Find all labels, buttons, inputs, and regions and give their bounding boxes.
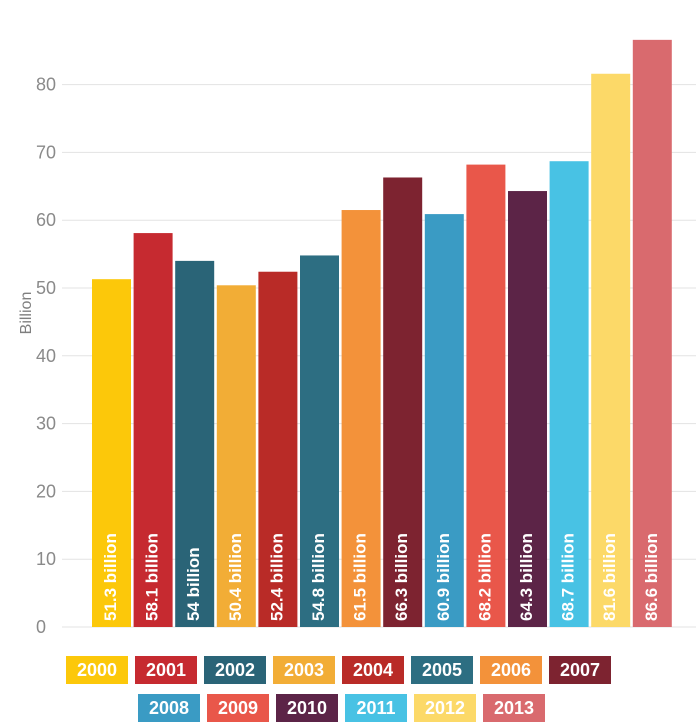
bar-data-label: 68.2 billion: [475, 533, 494, 621]
bar-data-label: 64.3 billion: [517, 533, 536, 621]
bar-2000: [92, 279, 131, 627]
bar-data-label: 61.5 billion: [351, 533, 370, 621]
y-axis-label: Billion: [18, 292, 35, 335]
bar-2007: [383, 177, 423, 627]
y-tick-label: 60: [36, 210, 56, 230]
y-tick-labels: 0 10 20 30 40 50 60 70 80: [36, 75, 56, 637]
bar-data-label: 52.4 billion: [267, 533, 286, 621]
legend-item-2008: 2008: [138, 694, 200, 722]
legend-item-2002: 2002: [204, 656, 266, 684]
legend-label: 2010: [287, 698, 327, 718]
y-tick-label: 30: [36, 414, 56, 434]
bar-2010: [508, 191, 547, 627]
bar-2012: [591, 73, 631, 627]
legend-swatch: [549, 656, 611, 684]
legend-label: 2004: [353, 660, 393, 680]
legend-label: 2007: [560, 660, 600, 680]
bar-2005: [300, 255, 339, 627]
legend-item-2009: 2009: [207, 694, 269, 722]
legend-item-2003: 2003: [273, 656, 335, 684]
bar-2009: [466, 164, 506, 627]
legend-item-2001: 2001: [135, 656, 197, 684]
bar-data-label: 86.6 billion: [642, 533, 661, 621]
bar-data-label: 58.1 billion: [143, 533, 162, 621]
legend-swatch: [276, 694, 338, 722]
bar-data-label: 50.4 billion: [226, 533, 245, 621]
legend-label: 2000: [77, 660, 117, 680]
legend-swatch: [342, 656, 404, 684]
bar-2004: [258, 271, 298, 627]
legend-label: 2005: [422, 660, 462, 680]
legend-item-2011: 2011: [345, 694, 407, 722]
bar-data-label: 81.6 billion: [600, 533, 619, 621]
legend-swatch: [345, 694, 407, 722]
bar-2001: [133, 233, 173, 627]
bar-data-label: 54 billion: [184, 547, 203, 621]
bar-2013: [632, 39, 672, 628]
legend-label: 2012: [425, 698, 465, 718]
bar-data-labels: 51.3 billion 58.1 billion 54 billion 50.4 b…: [101, 533, 661, 621]
legend-label: 2008: [149, 698, 189, 718]
legend-swatch: [138, 694, 200, 722]
legend: 2000 2001 2002 2003 2004 2005 2006 2007 2008 2009…: [66, 656, 611, 722]
y-tick-label: 0: [36, 617, 46, 637]
legend-item-2007: 2007: [549, 656, 611, 684]
bar-2006: [341, 210, 381, 627]
legend-item-2005: 2005: [411, 656, 473, 684]
legend-swatch: [414, 694, 476, 722]
legend-item-2000: 2000: [66, 656, 128, 684]
legend-label: 2011: [356, 698, 395, 718]
y-tick-label: 40: [36, 346, 56, 366]
y-tick-label: 50: [36, 278, 56, 298]
bar-data-label: 54.8 billion: [309, 533, 328, 621]
y-tick-label: 70: [36, 142, 56, 162]
legend-item-2012: 2012: [414, 694, 476, 722]
legend-swatch: [204, 656, 266, 684]
y-tick-label: 20: [36, 481, 56, 501]
legend-swatch: [480, 656, 542, 684]
legend-swatch: [207, 694, 269, 722]
legend-swatch: [483, 694, 545, 722]
bar-data-label: 60.9 billion: [434, 533, 453, 621]
y-tick-label: 80: [36, 75, 56, 95]
legend-label: 2001: [146, 660, 186, 680]
legend-label: 2006: [491, 660, 531, 680]
bar-data-label: 66.3 billion: [392, 533, 411, 621]
bar-2011: [549, 161, 589, 628]
legend-item-2006: 2006: [480, 656, 542, 684]
y-tick-label: 10: [36, 549, 56, 569]
legend-swatch: [411, 656, 473, 684]
legend-label: 2013: [494, 698, 534, 718]
legend-item-2013: 2013: [483, 694, 545, 722]
legend-label: 2003: [284, 660, 324, 680]
legend-swatch: [66, 656, 128, 684]
legend-item-2004: 2004: [342, 656, 404, 684]
legend-label: 2002: [215, 660, 255, 680]
legend-swatch: [273, 656, 335, 684]
legend-swatch: [135, 656, 197, 684]
legend-label: 2009: [218, 698, 258, 718]
bar-data-label: 51.3 billion: [101, 533, 120, 621]
bar-2003: [216, 285, 256, 627]
bar-2008: [424, 214, 464, 627]
legend-item-2010: 2010: [276, 694, 338, 722]
bar-data-label: 68.7 billion: [559, 533, 578, 621]
bars: [92, 39, 672, 628]
bar-2002: [175, 260, 215, 627]
